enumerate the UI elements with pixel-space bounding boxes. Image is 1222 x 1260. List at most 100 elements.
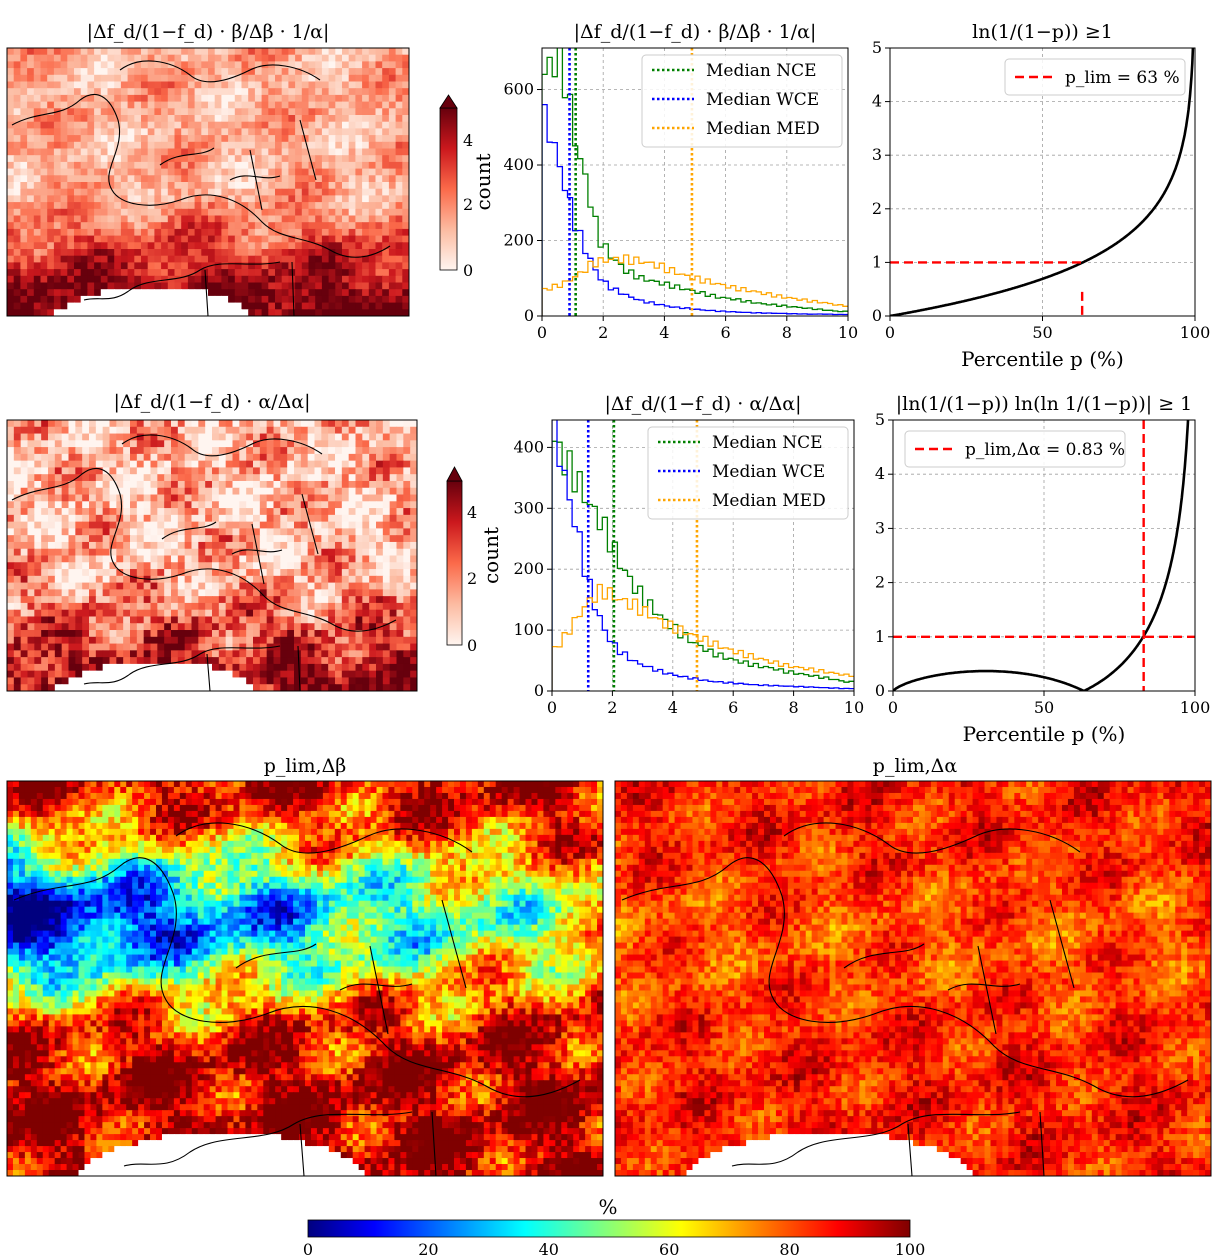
map-cell	[167, 101, 176, 109]
map-cell	[261, 54, 269, 62]
x-tick-label: 50	[1034, 698, 1054, 717]
map-cell	[130, 589, 138, 597]
map-cell	[82, 609, 90, 618]
map-cell	[13, 643, 22, 651]
map-cell	[114, 68, 122, 76]
map-cell	[314, 453, 322, 462]
map-cell	[321, 684, 329, 691]
map-cell	[198, 508, 206, 516]
map-cell	[141, 255, 149, 263]
map-cell	[382, 535, 391, 543]
map-cell	[147, 68, 155, 76]
map-cell	[328, 508, 336, 516]
map-cell	[61, 582, 70, 590]
map-cell	[287, 670, 295, 679]
map-cell	[75, 636, 83, 645]
map-cell	[308, 48, 316, 56]
map-cell	[382, 589, 391, 597]
map-cell	[241, 175, 249, 183]
map-cell	[266, 623, 275, 631]
map-cell	[107, 108, 115, 116]
map-cell	[341, 670, 350, 679]
map-cell	[191, 684, 199, 691]
map-cell	[273, 535, 281, 543]
map-cell	[335, 670, 343, 679]
map-cell	[89, 616, 97, 624]
map-cell	[218, 555, 227, 563]
map-cell	[368, 101, 377, 109]
map-cell	[89, 555, 97, 563]
map-cell	[287, 541, 295, 550]
map-cell	[382, 222, 390, 230]
map-cell	[53, 175, 62, 183]
map-cell	[261, 148, 269, 156]
map-cell	[218, 596, 227, 604]
map-cell	[321, 677, 329, 685]
map-cell	[47, 302, 55, 310]
map-cell	[136, 643, 145, 651]
map-cell	[410, 569, 417, 577]
map-cell	[395, 215, 403, 223]
map-cell	[143, 426, 152, 435]
map-cell	[201, 222, 209, 230]
map-cell	[54, 433, 63, 441]
map-cell	[382, 433, 391, 441]
map-cell	[130, 596, 138, 604]
map-cell	[355, 255, 363, 263]
map-cell	[232, 521, 240, 530]
map-cell	[396, 494, 404, 502]
map-cell	[225, 555, 234, 563]
map-cell	[107, 94, 115, 103]
map-cell	[114, 262, 122, 270]
map-cell	[60, 262, 68, 270]
map-cell	[89, 663, 97, 672]
map-cell	[181, 235, 189, 243]
map-cell	[335, 569, 343, 577]
map-cell	[348, 222, 356, 230]
map-cell	[362, 128, 370, 136]
map-cell	[275, 68, 283, 76]
map-cell	[259, 589, 268, 597]
map-cell	[266, 548, 275, 557]
map-cell	[348, 202, 356, 210]
map-cell	[120, 282, 129, 290]
map-cell	[335, 487, 343, 496]
map-cell	[177, 684, 186, 691]
map-cell	[20, 440, 29, 448]
map-cell	[307, 440, 316, 448]
map-cell	[53, 141, 62, 150]
map-cell	[375, 282, 383, 290]
map-cell	[7, 657, 15, 665]
map-cell	[335, 155, 343, 163]
map-cell	[120, 202, 129, 210]
map1-cbar-tick-4: 4	[463, 131, 473, 150]
map-cell	[253, 426, 261, 435]
map-cell	[181, 54, 189, 62]
map-cell	[268, 295, 276, 304]
map-cell	[75, 508, 83, 516]
map-cell	[221, 148, 229, 156]
map-cell	[382, 148, 390, 156]
map-cell	[368, 61, 377, 69]
chart-title: ln(1/(1−p)) ≥1	[972, 21, 1113, 43]
map-cell	[410, 670, 417, 679]
map-cell	[123, 650, 131, 658]
map-cell	[376, 602, 384, 611]
map-cell	[232, 657, 240, 665]
map-cell	[382, 81, 390, 89]
map-cell	[20, 663, 29, 672]
map-cell	[27, 235, 35, 243]
map-cell	[198, 636, 206, 645]
map-cell	[167, 54, 176, 62]
map-cell	[13, 684, 22, 691]
map-cell	[127, 121, 135, 129]
map-cell	[234, 148, 243, 156]
map-cell	[116, 474, 124, 482]
map-cell	[82, 602, 90, 611]
map-cell	[315, 195, 323, 203]
map-cell	[47, 175, 55, 183]
map-cell	[288, 295, 296, 304]
map-cell	[315, 61, 323, 69]
map-cell	[157, 453, 165, 462]
map-cell	[127, 48, 135, 56]
